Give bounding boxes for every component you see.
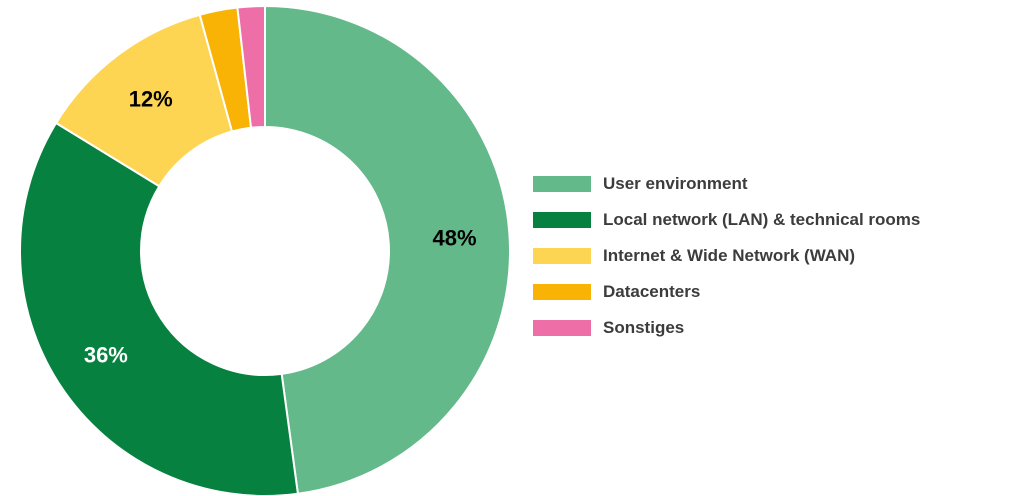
legend-label: Internet & Wide Network (WAN): [603, 246, 856, 265]
legend-label: Datacenters: [603, 282, 701, 301]
legend-item: Sonstiges: [533, 310, 920, 346]
slice-value-label: 36%: [84, 342, 128, 367]
slices-group: [19, 4, 511, 496]
legend-item: Internet & Wide Network (WAN): [533, 238, 920, 274]
legend-swatch: [533, 320, 591, 336]
legend-label: User environment: [603, 174, 748, 193]
legend-swatch: [533, 284, 591, 300]
legend-swatch: [533, 212, 591, 228]
legend-item: Local network (LAN) & technical rooms: [533, 202, 920, 238]
legend-swatch: [533, 248, 591, 264]
slice-value-label: 48%: [433, 226, 477, 251]
slice-local-network-lan-technical-rooms: [19, 121, 300, 496]
legend: User environment Local network (LAN) & te…: [533, 166, 920, 346]
legend-item: User environment: [533, 166, 920, 202]
slice-sonstiges: [236, 4, 266, 129]
legend-item: Datacenters: [533, 274, 920, 310]
slice-labels-group: 48% 36% 12%: [84, 87, 477, 368]
legend-label: Local network (LAN) & technical rooms: [603, 210, 921, 229]
slice-value-label: 12%: [129, 87, 173, 112]
legend-swatch: [533, 176, 591, 192]
legend-label: Sonstiges: [603, 318, 685, 337]
slice-user-environment: [264, 4, 511, 495]
